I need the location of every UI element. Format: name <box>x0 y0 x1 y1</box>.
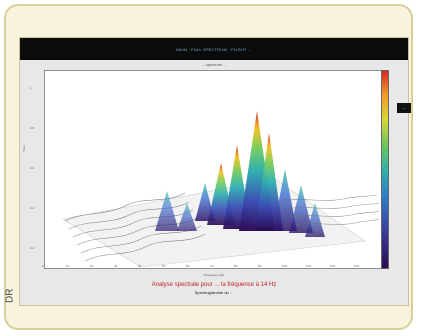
x-axis-label: Frequency (Hz) <box>203 273 225 277</box>
colorbar <box>381 70 389 269</box>
y-tick: 0.6 <box>30 166 35 170</box>
x-tick: 110 <box>306 264 311 268</box>
x-tick: 30 <box>114 264 118 268</box>
x-tick: 100 <box>282 264 288 268</box>
y-tick: 1 <box>30 86 32 90</box>
y-tick: 0.8 <box>30 126 35 130</box>
y-tick: 0.2 <box>30 246 35 250</box>
colorbar-label-box: — <box>397 103 411 113</box>
x-tick: 70 <box>210 264 214 268</box>
x-tick: 80 <box>234 264 238 268</box>
photo-credit: DR <box>4 288 16 304</box>
window-title: MAIN · FULL SPECTRUM · FLIGHT ... <box>20 38 408 60</box>
x-tick: 0 <box>42 264 44 268</box>
plot-title: ... spectrum ... <box>201 62 227 67</box>
x-tick: 40 <box>138 264 142 268</box>
x-tick: 50 <box>162 264 166 268</box>
figure-area: ... spectrum ... <box>20 60 411 305</box>
x-tick: 90 <box>258 264 262 268</box>
y-tick: 0.4 <box>30 206 35 210</box>
x-tick: 130 <box>354 264 360 268</box>
caption-line-1: Analyse spectrale pour ... la fréquence … <box>151 282 277 288</box>
x-tick: 60 <box>186 264 190 268</box>
x-tick: 120 <box>330 264 336 268</box>
app-window: MAIN · FULL SPECTRUM · FLIGHT ... ... sp… <box>20 38 411 305</box>
plot-axes: — <box>44 70 411 269</box>
caption-line-2: Spectrogramme du ... <box>194 290 234 295</box>
waterfall-plot <box>62 111 380 268</box>
y-axis-label: Time <box>22 145 26 152</box>
x-tick: 10 <box>66 264 70 268</box>
x-tick: 20 <box>90 264 94 268</box>
